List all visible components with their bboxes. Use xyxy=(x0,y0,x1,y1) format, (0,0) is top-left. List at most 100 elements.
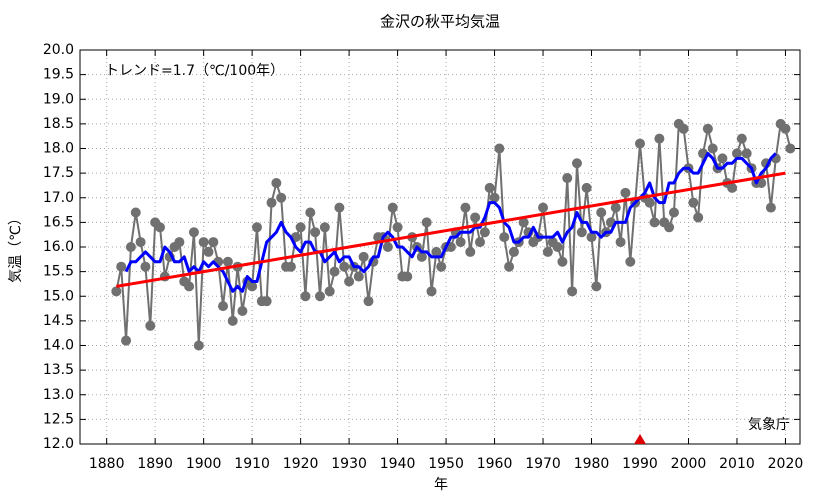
plot-frame xyxy=(79,49,801,445)
data-point xyxy=(227,315,238,326)
data-point xyxy=(261,296,272,307)
data-point xyxy=(741,148,752,159)
x-tick-label: 2010 xyxy=(719,456,755,472)
data-point xyxy=(455,237,466,248)
x-tick-label: 2020 xyxy=(768,456,804,472)
data-point xyxy=(644,197,655,208)
data-point xyxy=(664,222,675,233)
data-point xyxy=(668,207,679,218)
y-tick-label: 15.5 xyxy=(43,264,74,280)
data-point xyxy=(251,222,262,233)
data-point xyxy=(688,197,699,208)
x-axis-label: 年 xyxy=(434,477,448,493)
x-tick-label: 1990 xyxy=(622,456,658,472)
data-point xyxy=(285,261,296,272)
data-point xyxy=(586,232,597,243)
y-tick-label: 14.0 xyxy=(43,338,74,354)
data-point xyxy=(111,286,122,297)
data-point xyxy=(460,202,471,213)
data-point xyxy=(319,222,330,233)
x-tick-label: 1930 xyxy=(331,456,367,472)
data-point xyxy=(140,261,151,272)
data-point xyxy=(470,212,481,223)
data-point xyxy=(765,202,776,213)
data-point xyxy=(145,320,156,331)
series-line xyxy=(115,122,792,347)
y-tick-label: 17.0 xyxy=(43,190,74,206)
y-tick-label: 19.5 xyxy=(43,67,74,83)
data-point xyxy=(218,301,229,312)
data-point xyxy=(649,217,660,228)
data-point xyxy=(693,212,704,223)
data-point xyxy=(271,177,282,188)
data-point xyxy=(188,227,199,238)
data-point xyxy=(484,182,495,193)
data-point xyxy=(116,261,127,272)
data-point xyxy=(324,286,335,297)
data-point xyxy=(339,261,350,272)
data-point xyxy=(121,335,132,346)
data-point xyxy=(431,246,442,257)
data-point xyxy=(135,237,146,248)
data-point xyxy=(717,153,728,164)
data-point xyxy=(702,123,713,134)
data-point xyxy=(475,237,485,248)
data-point xyxy=(382,242,393,252)
data-point xyxy=(785,143,796,154)
y-tick-label: 17.5 xyxy=(43,165,74,181)
data-point xyxy=(552,242,563,252)
data-point xyxy=(489,192,500,203)
y-tick-label: 14.5 xyxy=(43,313,74,329)
data-point xyxy=(222,256,233,267)
x-tick-label: 1940 xyxy=(380,456,416,472)
data-point xyxy=(479,227,490,238)
data-point xyxy=(237,306,248,317)
x-tick-label: 1960 xyxy=(477,456,513,472)
data-point xyxy=(620,187,631,198)
data-point xyxy=(731,148,742,159)
data-point xyxy=(392,222,403,233)
data-point xyxy=(329,266,340,277)
data-point xyxy=(125,242,136,252)
x-tick-label: 1920 xyxy=(283,456,319,472)
data-point xyxy=(363,296,374,307)
x-tick-label: 1890 xyxy=(137,456,173,472)
data-point xyxy=(266,197,277,208)
data-point xyxy=(567,286,578,297)
data-point xyxy=(358,251,369,262)
data-point xyxy=(494,143,505,154)
y-tick-label: 18.0 xyxy=(43,141,74,157)
x-tick-label: 2000 xyxy=(671,456,707,472)
data-point xyxy=(504,261,515,272)
data-point xyxy=(518,217,529,228)
y-tick-label: 15.0 xyxy=(43,288,74,304)
data-point xyxy=(416,251,427,262)
data-point xyxy=(610,202,621,213)
x-tick-label: 1910 xyxy=(234,456,270,472)
data-point xyxy=(557,256,568,267)
data-point xyxy=(780,123,791,134)
data-point xyxy=(198,237,209,248)
trend-annotation: トレンド=1.7（℃/100年） xyxy=(105,63,284,79)
y-axis-label: 気温（℃） xyxy=(8,211,24,283)
data-point xyxy=(736,133,747,144)
data-point xyxy=(678,123,689,134)
x-tick-label: 1880 xyxy=(89,456,125,472)
data-point xyxy=(596,207,607,218)
data-point xyxy=(174,237,185,248)
data-point xyxy=(334,202,345,213)
data-point xyxy=(436,261,447,272)
data-point xyxy=(499,232,510,243)
data-point xyxy=(315,291,325,302)
y-tick-label: 20.0 xyxy=(43,42,74,58)
data-point xyxy=(300,291,311,302)
data-point xyxy=(344,276,355,287)
y-tick-label: 12.0 xyxy=(43,436,74,452)
data-point xyxy=(571,158,582,169)
data-point xyxy=(295,222,306,233)
x-tick-label: 1980 xyxy=(574,456,610,472)
data-point xyxy=(208,237,219,248)
source-annotation: 気象庁 xyxy=(748,417,790,433)
y-tick-label: 16.0 xyxy=(43,239,74,255)
